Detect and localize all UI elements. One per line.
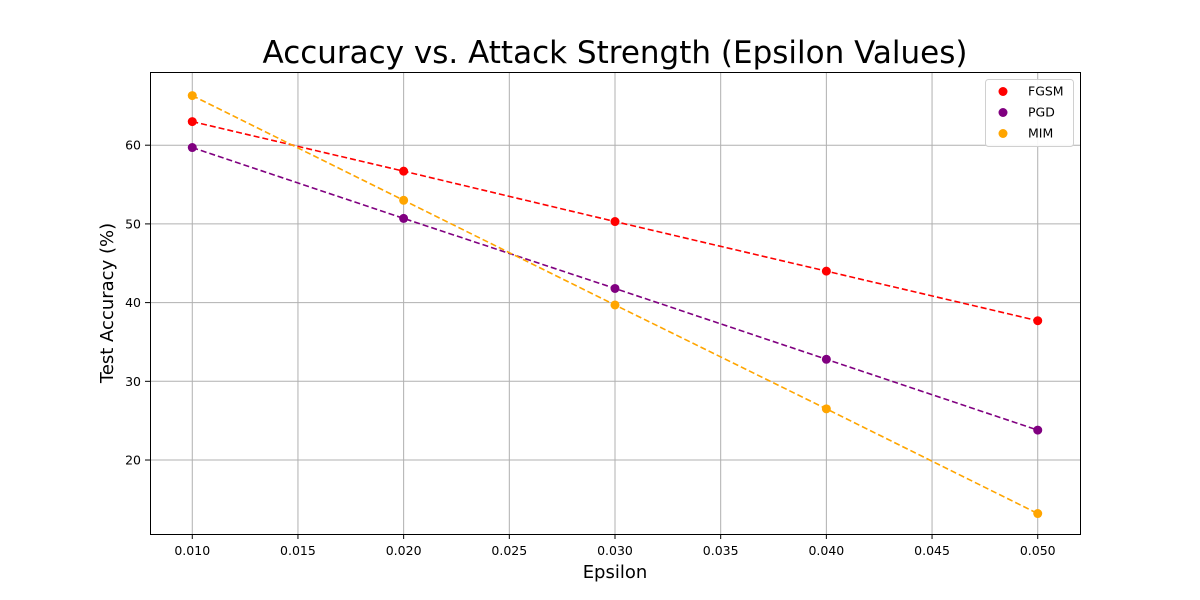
legend-marker-fgsm xyxy=(998,87,1008,96)
data-point-fgsm xyxy=(610,217,620,227)
legend-label-mim: MIM xyxy=(1028,126,1053,141)
data-point-mim xyxy=(1033,509,1043,519)
data-point-pgd xyxy=(187,143,197,153)
data-point-pgd xyxy=(821,354,831,364)
x-tick-label: 0.030 xyxy=(597,543,633,558)
y-tick-label: 50 xyxy=(125,216,141,231)
x-tick-label: 0.020 xyxy=(386,543,422,558)
legend-marker-mim xyxy=(998,129,1008,138)
x-axis: 0.010 0.015 0.020 0.025 0.030 0.035 0.040 0.045… xyxy=(174,534,1056,558)
data-point-fgsm xyxy=(187,117,197,127)
series-layer xyxy=(187,91,1043,519)
y-tick-label: 40 xyxy=(125,295,141,310)
y-axis: 20 30 40 50 60 xyxy=(125,138,150,468)
x-tick-label: 0.010 xyxy=(174,543,210,558)
x-tick-label: 0.015 xyxy=(280,543,316,558)
x-axis-label: Epsilon xyxy=(583,562,648,583)
data-point-pgd xyxy=(610,283,620,293)
data-point-mim xyxy=(821,404,831,414)
data-point-mim xyxy=(610,300,620,310)
x-tick-label: 0.025 xyxy=(491,543,527,558)
legend-box xyxy=(985,79,1074,147)
data-point-pgd xyxy=(399,213,409,223)
chart-title: Accuracy vs. Attack Strength (Epsilon Va… xyxy=(263,35,968,71)
data-point-fgsm xyxy=(821,266,831,276)
legend: FGSM PGD MIM xyxy=(985,79,1074,147)
data-point-mim xyxy=(399,195,409,205)
x-tick-label: 0.045 xyxy=(914,543,950,558)
data-point-fgsm xyxy=(399,166,409,176)
y-tick-label: 30 xyxy=(125,374,141,389)
data-point-mim xyxy=(187,91,197,101)
y-tick-label: 60 xyxy=(125,138,141,153)
legend-label-pgd: PGD xyxy=(1028,105,1055,120)
x-tick-label: 0.040 xyxy=(808,543,844,558)
x-tick-label: 0.050 xyxy=(1020,543,1056,558)
data-point-pgd xyxy=(1033,425,1043,435)
x-tick-label: 0.035 xyxy=(703,543,739,558)
legend-label-fgsm: FGSM xyxy=(1028,84,1064,99)
y-axis-label: Test Accuracy (%) xyxy=(97,223,118,384)
data-point-fgsm xyxy=(1033,316,1043,326)
legend-marker-pgd xyxy=(998,108,1008,117)
y-tick-label: 20 xyxy=(125,453,141,468)
